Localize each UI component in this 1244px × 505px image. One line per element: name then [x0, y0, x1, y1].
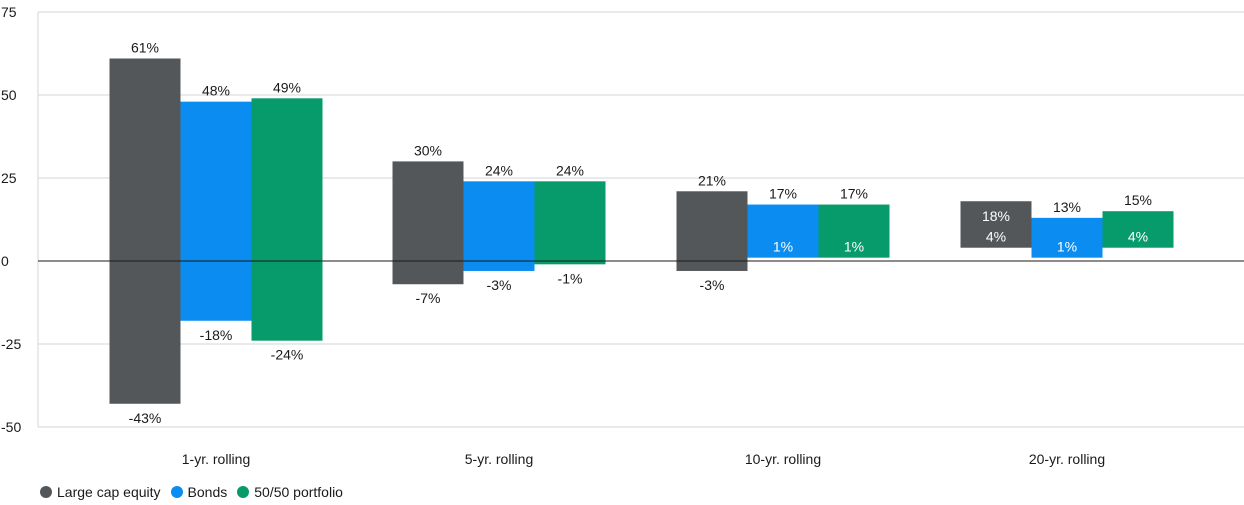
data-label-max: 17% — [769, 186, 797, 202]
x-category-label: 5-yr. rolling — [465, 451, 533, 467]
bar — [818, 204, 890, 258]
bar — [392, 161, 464, 285]
data-label-min: 4% — [986, 229, 1006, 245]
data-label-max: 61% — [131, 39, 159, 55]
data-label-max: 15% — [1124, 192, 1152, 208]
bar — [109, 58, 181, 404]
data-label-max: 18% — [982, 208, 1010, 224]
y-tick-label: -25 — [1, 336, 21, 352]
y-tick-label: 50 — [1, 87, 17, 103]
legend-label: 50/50 portfolio — [254, 484, 343, 500]
legend-item-bonds: Bonds — [170, 484, 228, 500]
legend: Large cap equity Bonds 50/50 portfolio — [40, 484, 353, 500]
bar — [676, 191, 748, 271]
data-label-min: 4% — [1128, 229, 1148, 245]
legend-label: Large cap equity — [57, 484, 161, 500]
data-label-max: 49% — [273, 79, 301, 95]
data-label-max: 17% — [840, 186, 868, 202]
data-label-min: 1% — [773, 239, 793, 255]
bars — [109, 58, 1174, 404]
bar — [534, 181, 606, 265]
data-label-min: 1% — [844, 239, 864, 255]
data-label-min: -24% — [271, 347, 304, 363]
x-category-label: 20-yr. rolling — [1029, 451, 1105, 467]
x-category-label: 1-yr. rolling — [182, 451, 250, 467]
legend-item-50-50-portfolio: 50/50 portfolio — [237, 484, 343, 500]
legend-swatch — [237, 486, 250, 498]
data-label-min: 1% — [1057, 239, 1077, 255]
bar — [1031, 217, 1103, 258]
data-label-min: -3% — [700, 277, 725, 293]
data-label-min: -3% — [487, 277, 512, 293]
data-label-max: 21% — [698, 172, 726, 188]
chart: -50 -25 0 25 50 75 61% -43% 48% -18% 49% -24% 30% -7… — [1, 4, 1244, 467]
y-tick-label: 25 — [1, 170, 17, 186]
y-tick-label: 0 — [1, 253, 9, 269]
data-label-max: 13% — [1053, 199, 1081, 215]
x-axis-category-labels: 1-yr. rolling 5-yr. rolling 10-yr. rolling… — [182, 451, 1105, 467]
bar — [251, 98, 323, 341]
legend-label: Bonds — [187, 484, 228, 500]
data-label-max: 24% — [556, 162, 584, 178]
legend-item-large-cap-equity: Large cap equity — [40, 484, 161, 500]
bar — [180, 101, 252, 321]
data-label-max: 30% — [414, 142, 442, 158]
bar — [960, 201, 1032, 248]
bar — [463, 181, 535, 271]
y-tick-label: -50 — [1, 419, 21, 435]
x-category-label: 10-yr. rolling — [745, 451, 821, 467]
data-label-max: 48% — [202, 83, 230, 99]
data-label-min: -18% — [200, 327, 233, 343]
legend-swatch — [40, 486, 52, 498]
y-tick-label: 75 — [1, 4, 17, 20]
y-axis-tick-labels: -50 -25 0 25 50 75 — [1, 4, 21, 435]
data-labels: 61% -43% 48% -18% 49% -24% 30% -7% 24% -3% 24% -1% 2… — [129, 39, 1152, 425]
bar — [1102, 211, 1174, 248]
data-label-min: -1% — [558, 270, 583, 286]
legend-swatch — [170, 486, 183, 498]
data-label-max: 24% — [485, 162, 513, 178]
bar — [747, 204, 819, 258]
data-label-min: -43% — [129, 410, 162, 426]
data-label-min: -7% — [416, 290, 441, 306]
